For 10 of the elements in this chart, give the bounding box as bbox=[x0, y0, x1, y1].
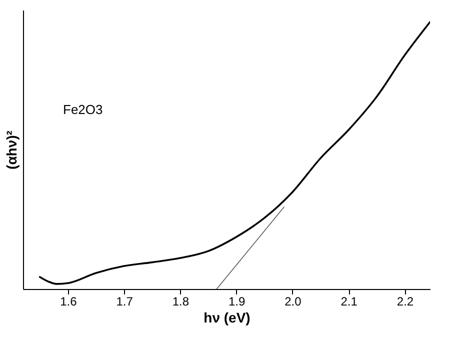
x-tick-label: 1.6 bbox=[60, 294, 78, 308]
x-tick-label: 1.8 bbox=[172, 294, 190, 308]
x-tick-label: 2.2 bbox=[396, 294, 414, 308]
annotation: Fe2O3 bbox=[63, 102, 103, 117]
x-tick-label: 2.1 bbox=[340, 294, 358, 308]
x-axis-title: hν (eV) bbox=[204, 310, 250, 326]
x-tick-label: 1.7 bbox=[116, 294, 134, 308]
x-tick-label: 2.0 bbox=[284, 294, 302, 308]
y-axis-title: (αhν)² bbox=[4, 130, 20, 170]
x-tick-label: 1.9 bbox=[228, 294, 246, 308]
